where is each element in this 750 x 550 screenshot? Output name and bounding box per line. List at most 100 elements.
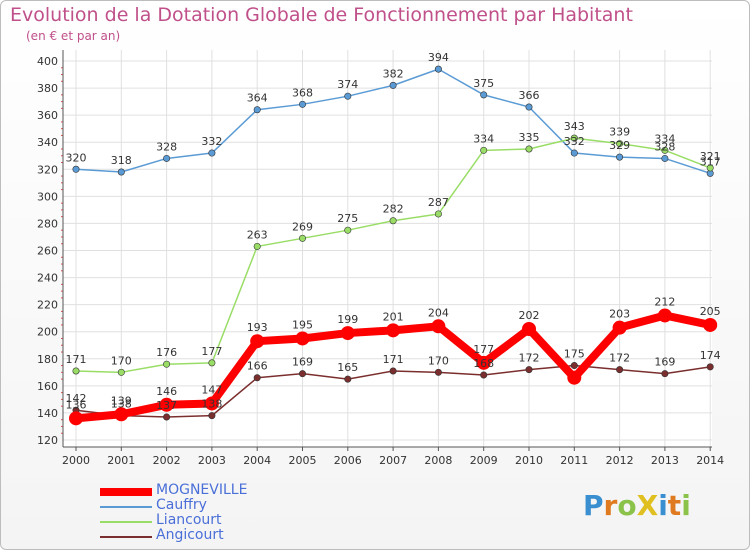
plot-area [63,50,712,447]
data-label-cauffry-2005: 368 [292,86,313,99]
data-label-cauffry-2000: 320 [66,151,87,164]
point-mogneville-2011 [567,370,582,385]
x-tick-label-2002: 2002 [153,454,181,467]
point-liancourt-2001 [117,368,125,376]
data-label-angicourt-2004: 166 [247,360,268,373]
data-label-angicourt-2005: 169 [292,356,313,369]
x-tick-label-2004: 2004 [243,454,271,467]
data-label-mogneville-2008: 204 [428,306,449,319]
legend-label-mogneville: MOGNEVILLE [156,482,248,498]
point-cauffry-2004 [253,106,261,114]
y-tick-label-180: 180 [37,353,58,366]
point-liancourt-2002 [163,360,171,368]
point-mogneville-2009 [476,355,491,370]
point-angicourt-2005 [298,370,306,378]
data-label-angicourt-2000: 142 [66,392,87,405]
y-tick-label-380: 380 [37,82,58,95]
point-liancourt-2003 [208,359,216,367]
point-liancourt-2005 [298,234,306,242]
data-label-cauffry-2010: 366 [519,89,540,102]
data-label-mogneville-2010: 202 [519,309,540,322]
legend-label-angicourt: Angicourt [156,527,224,543]
data-label-angicourt-2010: 172 [519,352,540,365]
x-tick-label-2011: 2011 [560,454,588,467]
point-angicourt-2002 [163,413,171,421]
y-tick-label-340: 340 [37,136,58,149]
data-label-mogneville-2005: 195 [292,318,313,331]
point-cauffry-2002 [163,154,171,162]
data-label-liancourt-2008: 287 [428,196,449,209]
point-mogneville-2001 [114,407,129,422]
y-tick-label-240: 240 [37,272,58,285]
point-cauffry-2011 [570,149,578,157]
logo-letter: P [583,489,604,522]
y-tick-label-260: 260 [37,245,58,258]
data-label-mogneville-2004: 193 [247,321,268,334]
point-angicourt-2009 [480,371,488,379]
data-label-liancourt-2004: 263 [247,228,268,241]
point-liancourt-2008 [434,210,442,218]
point-angicourt-2003 [208,412,216,420]
y-tick-label-280: 280 [37,217,58,230]
data-label-angicourt-2003: 138 [201,398,222,411]
point-liancourt-2006 [344,226,352,234]
data-label-mogneville-2009: 177 [473,343,494,356]
point-angicourt-2004 [253,374,261,382]
chart-subtitle: (en € et par an) [26,29,121,43]
y-tick-label-220: 220 [37,299,58,312]
y-tick-label-300: 300 [37,190,58,203]
point-liancourt-2011 [570,134,578,142]
logo-letter: X [636,489,659,522]
data-label-cauffry-2006: 374 [337,78,358,91]
proxiti-logo: ProXiti [583,489,691,522]
y-tick-label-140: 140 [37,407,58,420]
point-cauffry-2005 [298,100,306,108]
point-mogneville-2003 [204,396,219,411]
point-angicourt-2007 [389,367,397,375]
point-cauffry-2013 [661,154,669,162]
point-angicourt-2013 [661,370,669,378]
data-label-liancourt-2011: 343 [564,120,585,133]
data-label-angicourt-2011: 175 [564,348,585,361]
point-mogneville-2005 [295,331,310,346]
data-label-liancourt-2002: 176 [156,346,177,359]
data-label-liancourt-2010: 335 [519,131,540,144]
data-label-liancourt-2013: 334 [654,132,675,145]
point-cauffry-2008 [434,65,442,73]
point-liancourt-2013 [661,146,669,154]
y-tick-label-160: 160 [37,380,58,393]
data-label-mogneville-2013: 212 [654,295,675,308]
data-label-cauffry-2001: 318 [111,154,132,167]
legend-label-liancourt: Liancourt [156,512,222,528]
data-label-cauffry-2002: 328 [156,140,177,153]
y-tick-label-360: 360 [37,109,58,122]
point-liancourt-2007 [389,217,397,225]
data-label-liancourt-2009: 334 [473,132,494,145]
point-liancourt-2004 [253,242,261,250]
data-label-mogneville-2006: 199 [337,313,358,326]
point-mogneville-2007 [386,323,401,338]
point-mogneville-2010 [522,322,536,337]
data-label-cauffry-2012: 329 [609,139,630,152]
x-tick-label-2014: 2014 [696,454,724,467]
y-tick-label-320: 320 [37,163,58,176]
logo-letter: i [658,489,668,522]
data-label-liancourt-2006: 275 [337,212,358,225]
data-label-liancourt-2012: 339 [609,126,630,139]
point-liancourt-2000 [72,367,80,375]
data-label-mogneville-2014: 205 [700,305,721,318]
data-label-liancourt-2005: 269 [292,220,313,233]
data-label-cauffry-2007: 382 [383,67,404,80]
logo-letter: t [667,489,682,522]
data-label-angicourt-2002: 137 [156,399,177,412]
data-label-cauffry-2014: 317 [700,155,721,168]
data-label-liancourt-2007: 282 [383,203,404,216]
point-angicourt-2008 [434,368,442,376]
data-label-liancourt-2003: 177 [201,345,222,358]
x-tick-label-2013: 2013 [651,454,679,467]
legend-swatch-liancourt [100,521,152,523]
x-tick-label-2008: 2008 [424,454,452,467]
data-label-cauffry-2011: 332 [564,135,585,148]
logo-letter: o [617,489,637,522]
